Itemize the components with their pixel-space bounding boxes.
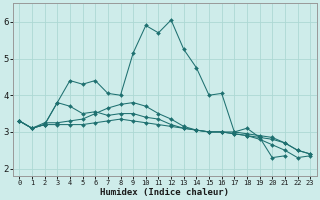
X-axis label: Humidex (Indice chaleur): Humidex (Indice chaleur) — [100, 188, 229, 197]
